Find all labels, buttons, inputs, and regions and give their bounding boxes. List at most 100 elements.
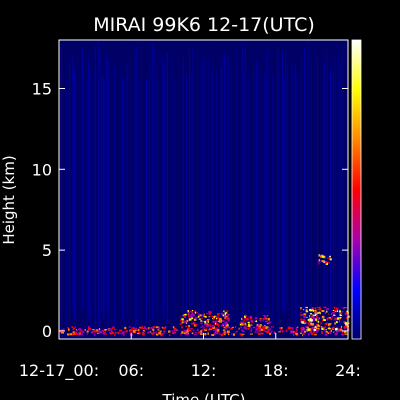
surface-echo (291, 327, 294, 330)
low-cloud (319, 308, 322, 311)
low-cloud (241, 323, 243, 325)
surface-echo (231, 326, 234, 329)
surface-echo (72, 331, 75, 334)
surface-echo (321, 331, 323, 333)
low-cloud (250, 320, 254, 323)
low-cloud (265, 326, 268, 330)
surface-echo (220, 333, 224, 337)
low-cloud (309, 315, 311, 318)
surface-echo (86, 331, 89, 333)
low-cloud (249, 315, 253, 318)
low-cloud (259, 326, 261, 328)
low-cloud (204, 315, 207, 318)
low-cloud (342, 307, 345, 309)
surface-echo (226, 330, 230, 333)
low-cloud (215, 323, 218, 325)
surface-echo (272, 326, 275, 328)
surface-echo (96, 331, 100, 333)
low-cloud (256, 323, 258, 326)
surface-echo (181, 326, 183, 329)
surface-echo (300, 332, 302, 334)
low-cloud (334, 318, 338, 321)
low-cloud (265, 320, 268, 323)
low-cloud (254, 320, 256, 323)
surface-echo (70, 333, 73, 336)
low-cloud (221, 323, 225, 326)
mid-cloud (320, 255, 323, 258)
surface-echo (184, 333, 188, 336)
low-cloud (326, 318, 329, 321)
surface-echo (142, 331, 145, 334)
low-cloud (346, 316, 348, 319)
surface-echo (71, 326, 73, 328)
low-cloud (241, 317, 243, 321)
x-tick-label: 12: (191, 361, 217, 380)
low-cloud (194, 311, 196, 314)
surface-echo (241, 333, 245, 335)
low-cloud (326, 308, 329, 311)
low-cloud (339, 327, 341, 329)
surface-echo (153, 330, 155, 333)
low-cloud (303, 322, 306, 325)
surface-echo (162, 333, 164, 336)
low-cloud (316, 314, 318, 317)
surface-echo (214, 330, 217, 332)
surface-echo (314, 334, 317, 336)
mid-cloud (323, 260, 326, 263)
surface-echo (250, 328, 253, 330)
low-cloud (191, 312, 194, 315)
surface-echo (101, 329, 105, 332)
mid-cloud (328, 261, 330, 264)
low-cloud (300, 318, 303, 321)
surface-echo (149, 331, 151, 333)
surface-echo (323, 329, 326, 331)
low-cloud (244, 317, 247, 320)
surface-echo (294, 331, 297, 333)
low-cloud (313, 314, 315, 317)
low-cloud (217, 313, 220, 316)
surface-echo (110, 329, 113, 332)
low-cloud (183, 315, 186, 318)
surface-echo (70, 333, 73, 335)
low-cloud (184, 313, 187, 316)
surface-echo (155, 326, 159, 329)
low-cloud (308, 321, 312, 323)
low-cloud (194, 323, 198, 326)
low-cloud (321, 310, 325, 312)
mid-cloud (321, 260, 325, 263)
surface-echo (125, 330, 127, 332)
low-cloud (335, 321, 338, 324)
y-axis-label: Height (km) (0, 155, 18, 244)
surface-echo (310, 327, 314, 330)
low-cloud (300, 307, 302, 310)
low-cloud (224, 321, 228, 325)
low-cloud (217, 314, 219, 317)
low-cloud (315, 313, 318, 316)
low-cloud (219, 320, 221, 322)
low-cloud (317, 324, 319, 326)
surface-echo (248, 326, 251, 328)
low-cloud (249, 324, 253, 326)
surface-echo (145, 327, 148, 330)
surface-echo (102, 332, 106, 335)
surface-echo (324, 333, 328, 336)
low-cloud (194, 324, 195, 327)
surface-echo (84, 329, 86, 331)
surface-echo (109, 329, 111, 332)
low-cloud (321, 327, 323, 330)
low-cloud (200, 320, 203, 322)
surface-echo (260, 328, 263, 331)
low-cloud (208, 312, 211, 315)
surface-echo (212, 329, 216, 331)
surface-echo (312, 330, 316, 333)
low-cloud (302, 309, 305, 311)
low-cloud (258, 323, 260, 326)
surface-echo (93, 330, 95, 332)
low-cloud (303, 313, 307, 316)
surface-echo (259, 329, 261, 331)
surface-echo (255, 328, 258, 331)
x-axis: 12-17_00: 06: 12: 18: 24: (19, 333, 361, 381)
low-cloud (317, 320, 319, 323)
low-cloud (316, 324, 319, 326)
